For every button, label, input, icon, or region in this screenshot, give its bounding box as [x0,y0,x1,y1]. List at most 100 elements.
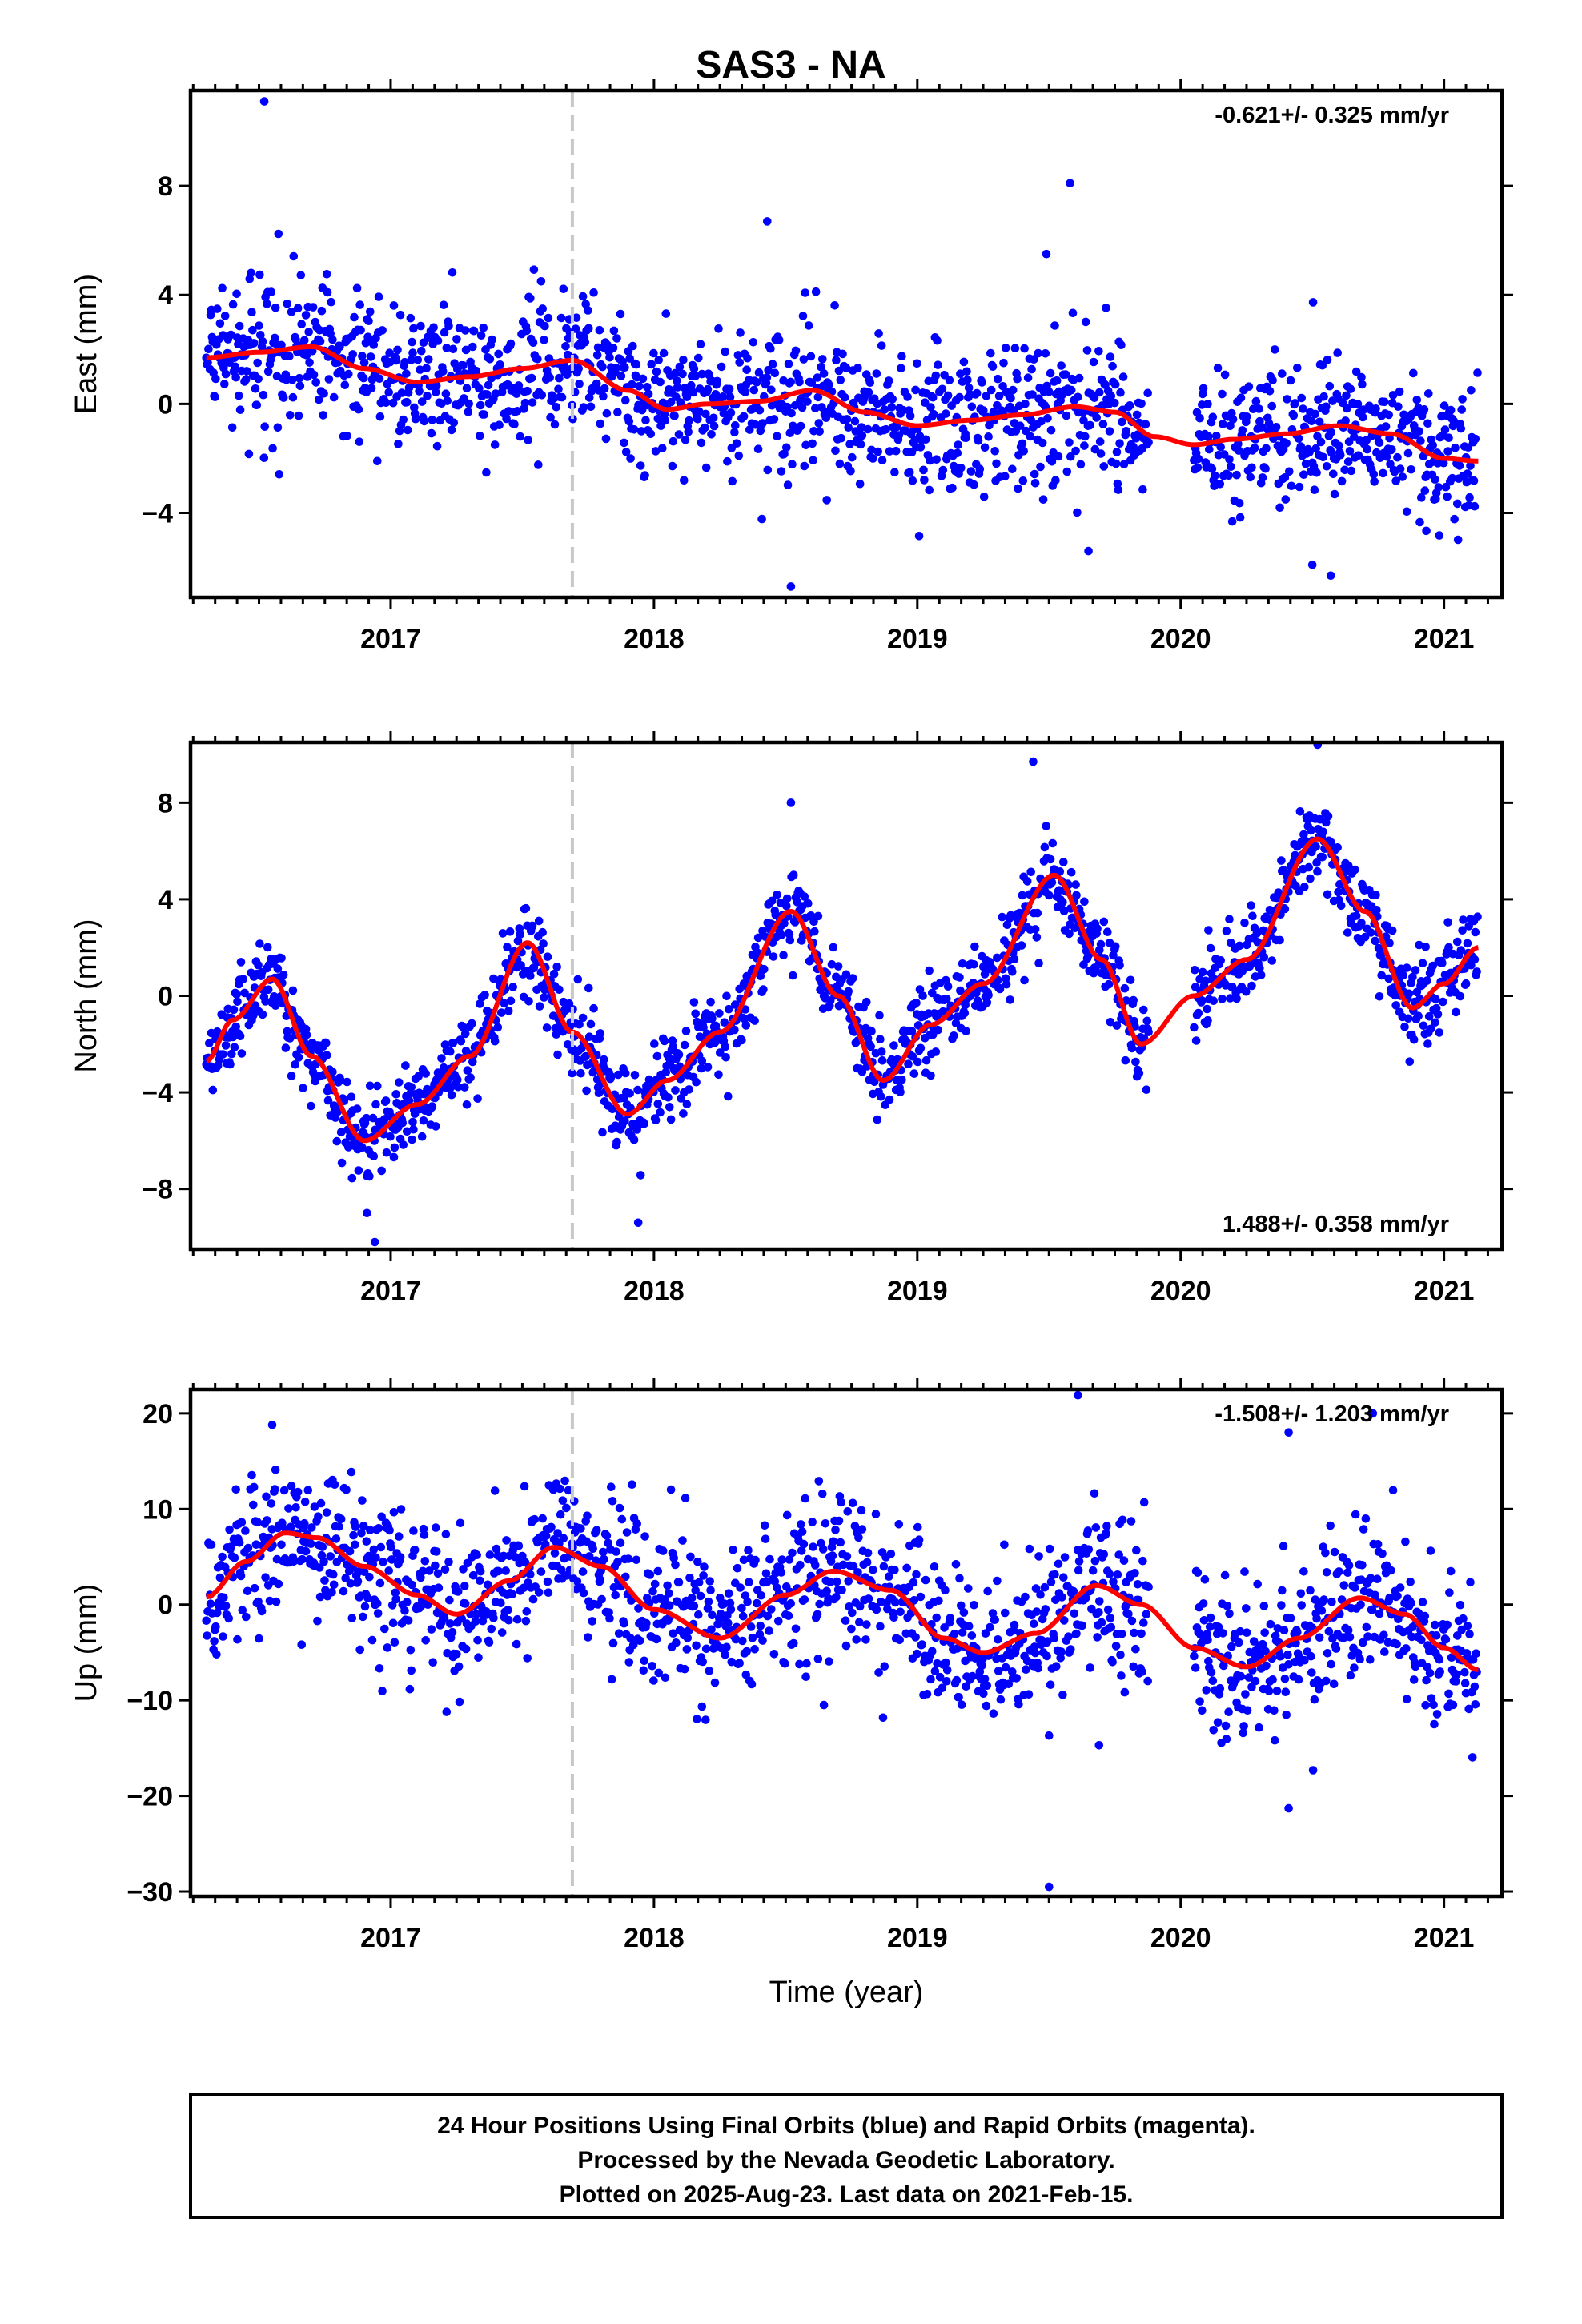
data-point [1359,1638,1367,1647]
data-point [693,1715,701,1723]
data-point [211,392,219,402]
data-point [612,334,621,343]
data-point [878,1713,888,1723]
data-point [813,1610,822,1619]
data-point [857,1068,867,1076]
data-point [275,470,284,479]
data-point [1041,1605,1050,1614]
data-point [967,1631,977,1640]
velocity-rate-label: 1.488+/- 0.358 mm/yr [1223,1212,1449,1237]
data-point [1046,368,1055,378]
data-point [583,1511,592,1520]
data-point [958,959,967,968]
data-point [614,1070,623,1080]
data-point [1115,439,1124,448]
data-point [678,1536,687,1545]
data-point [1014,1699,1023,1709]
data-point [297,1640,307,1649]
data-point [769,1650,779,1659]
data-point [315,395,323,404]
data-point [375,374,384,384]
data-point [1022,877,1032,886]
data-point [862,1558,872,1567]
data-point [874,1668,883,1677]
x-tick-label: 2018 [624,1276,685,1306]
data-point [594,1088,604,1097]
data-point [1395,464,1405,473]
data-point [652,1051,662,1061]
data-point [914,532,924,541]
data-point [1006,393,1015,403]
data-point [523,1654,532,1663]
data-point [620,1618,628,1628]
data-point [607,1675,616,1684]
data-point [537,391,547,400]
data-point [1139,1005,1148,1015]
data-point [403,1127,412,1136]
data-point [636,1636,644,1646]
data-point [1446,1566,1456,1576]
data-point [1129,995,1138,1005]
data-point [724,1618,733,1628]
data-point [1129,442,1138,452]
data-point [1219,420,1227,428]
data-point [1407,465,1415,474]
data-point [251,1540,261,1549]
data-point [253,358,263,368]
data-point [994,392,1004,400]
data-point [1406,1577,1415,1586]
data-point [721,1053,730,1062]
data-point [418,1566,428,1576]
outlier-point [259,97,269,106]
data-point [855,1602,865,1611]
data-point [336,1514,346,1523]
data-point [613,1558,622,1566]
data-point [891,1598,900,1607]
data-point [433,1569,443,1578]
data-point [641,416,650,425]
data-point [1346,384,1355,394]
data-point [508,1590,517,1598]
data-point [1008,967,1017,976]
data-point [341,1574,351,1582]
data-point [1375,992,1384,1001]
x-tick-label: 2017 [360,1276,421,1306]
data-point [1330,489,1339,499]
data-point [729,1545,737,1554]
data-point [839,1560,848,1570]
data-point [1096,939,1106,949]
data-point [550,1549,560,1558]
data-point [962,1027,970,1035]
data-point [1105,1570,1114,1578]
data-point [1387,445,1396,454]
data-point [1026,416,1035,424]
data-point [1117,1671,1126,1680]
data-point [1380,397,1389,407]
data-point [242,367,251,376]
data-point [1226,994,1235,1003]
data-point [1311,1595,1320,1604]
data-point [1276,1651,1285,1661]
data-point [682,392,692,402]
data-point [872,369,881,378]
data-point [377,1512,387,1522]
data-point [1366,1655,1375,1664]
data-point [490,1036,500,1046]
data-point [651,1116,661,1124]
data-point [814,419,824,428]
data-point [1202,1686,1211,1695]
data-point [320,1576,329,1585]
data-point [1299,1567,1308,1576]
data-point [238,1606,247,1615]
data-point [948,483,957,493]
data-point [612,364,620,372]
data-point [387,1542,396,1552]
data-point [432,388,440,396]
data-point [743,353,752,363]
data-point [696,1591,705,1601]
data-point [257,1606,267,1616]
data-point [652,1634,661,1644]
data-point [294,1053,303,1062]
data-point [879,1562,889,1571]
